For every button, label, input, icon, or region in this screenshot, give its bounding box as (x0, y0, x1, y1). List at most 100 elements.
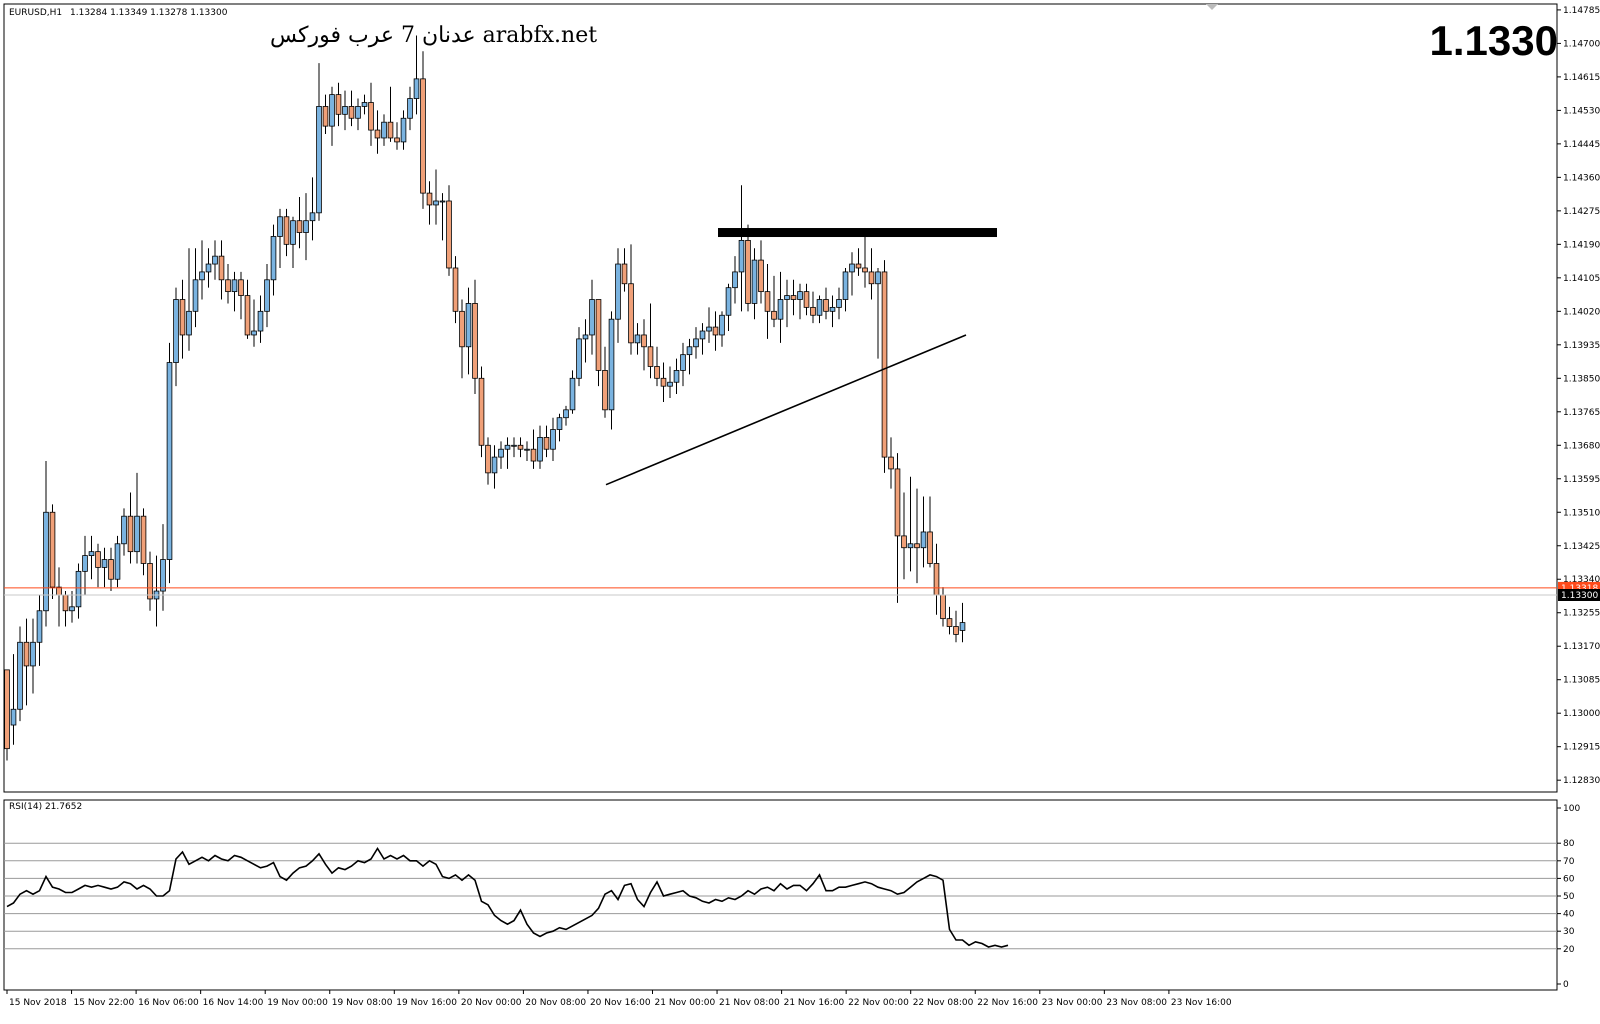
price-tick-label: 1.13850 (1563, 374, 1600, 384)
candle-body (920, 531, 927, 549)
candle-body (212, 255, 218, 265)
price-tick-label: 1.14785 (1563, 6, 1600, 16)
candle (82, 535, 88, 595)
candle-body (615, 263, 621, 320)
candle (595, 299, 602, 387)
price-tick-label: 1.13680 (1563, 441, 1600, 451)
candle (218, 240, 225, 300)
candle-body (602, 370, 608, 411)
candle (582, 319, 589, 363)
candle-body (543, 436, 550, 450)
candle (173, 287, 179, 387)
candle (348, 90, 355, 127)
candle-body (660, 377, 667, 387)
candle-body (192, 279, 199, 312)
price-tick-label: 1.13085 (1563, 676, 1600, 686)
candle-body (134, 515, 140, 553)
candle-body (777, 299, 784, 320)
candle-body (452, 267, 459, 312)
candle-body (114, 543, 121, 580)
candle (524, 441, 530, 462)
candle-body (491, 456, 498, 474)
time-tick-label: 22 Nov 08:00 (913, 998, 974, 1008)
candle-body (927, 531, 933, 564)
candle-body (329, 94, 335, 127)
price-tick-label: 1.14615 (1563, 73, 1600, 83)
candle (407, 86, 413, 131)
candle (114, 535, 121, 588)
candle-body (816, 299, 823, 316)
candle (803, 283, 810, 316)
candle-body (108, 559, 114, 580)
candle (959, 602, 966, 643)
candle (875, 267, 881, 359)
candle-body (238, 279, 244, 296)
candle (829, 295, 836, 328)
candle (478, 366, 485, 458)
candle (563, 405, 569, 426)
price-tick-label: 1.14020 (1563, 307, 1600, 317)
watermark: عدنان 7 عرب فوركس arabfx.net (270, 23, 597, 48)
time-tick-label: 23 Nov 00:00 (1042, 998, 1103, 1008)
rsi-tick-label: 20 (1563, 945, 1575, 955)
candle (797, 283, 803, 320)
candle-body (842, 271, 849, 300)
price-tick-label: 1.13255 (1563, 609, 1600, 619)
time-tick-label: 22 Nov 00:00 (848, 998, 909, 1008)
candle (127, 492, 134, 564)
candle (719, 311, 725, 347)
candle-body (446, 200, 452, 269)
time-tick-label: 22 Nov 16:00 (977, 998, 1038, 1008)
candle-body (400, 117, 407, 143)
candle-body (465, 303, 472, 348)
candle-body (849, 263, 855, 273)
candle (439, 193, 446, 241)
candle (101, 547, 108, 588)
candle (569, 370, 576, 414)
candle-body (355, 106, 361, 119)
current-price-tag-label: 1.13300 (1561, 591, 1598, 601)
candle-body (49, 511, 56, 588)
candle (491, 445, 498, 489)
candle-body (725, 287, 732, 316)
time-tick-label: 19 Nov 08:00 (332, 998, 393, 1008)
candle-body (745, 239, 751, 304)
candle-body (4, 669, 10, 750)
candle (777, 271, 784, 343)
candle (30, 618, 36, 694)
candle (75, 563, 82, 619)
candle-body (88, 551, 95, 556)
price-tick-label: 1.13000 (1563, 709, 1600, 719)
candle (680, 342, 686, 387)
candle (179, 279, 186, 359)
candle-body (758, 259, 764, 293)
candle-body (680, 354, 686, 371)
candle-body (478, 377, 485, 446)
candle-body (868, 271, 875, 285)
candle-body (608, 318, 615, 411)
candle-body (290, 220, 296, 245)
rsi-levels (4, 842, 1557, 950)
candle-body (283, 216, 290, 245)
candle (836, 287, 842, 320)
candle (43, 461, 49, 627)
time-tick-label: 19 Nov 16:00 (396, 998, 457, 1008)
candle-body (244, 295, 251, 336)
candle (166, 342, 173, 584)
candle-body (43, 511, 49, 612)
candle (290, 216, 296, 268)
big-price: 1.1330 (1430, 17, 1558, 64)
candle (452, 256, 459, 324)
time-tick-label: 20 Nov 00:00 (461, 998, 522, 1008)
price-tick-label: 1.13595 (1563, 475, 1600, 485)
candle (764, 264, 771, 339)
time-tick-label: 16 Nov 14:00 (203, 998, 264, 1008)
candle-body (121, 515, 127, 545)
candle (868, 248, 875, 300)
candle-body (589, 299, 595, 336)
candle (686, 338, 693, 375)
candles-layer (4, 35, 966, 761)
candle (270, 224, 277, 296)
candle-body (472, 303, 478, 379)
